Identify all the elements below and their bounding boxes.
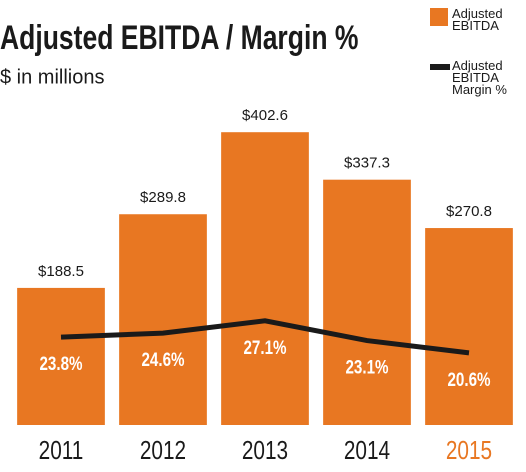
chart-subtitle: $ in millions [0,66,104,88]
legend-label: Adjusted EBITDA Margin % [452,58,507,97]
x-tick-label: 2012 [140,436,186,465]
x-tick-label: 2011 [39,436,84,465]
margin-value-label: 27.1% [243,336,286,358]
bar [221,132,309,425]
margin-value-label: 23.8% [39,352,82,374]
bar-value-label: $402.6 [242,107,288,124]
bar-value-label: $289.8 [140,189,186,206]
margin-line [60,318,470,356]
bar-value-label: $270.8 [446,203,492,220]
legend-swatch [430,64,450,70]
x-tick-label: 2015 [446,436,492,465]
x-tick-label: 2014 [344,436,390,465]
margin-value-label: 20.6% [447,368,490,390]
bar [119,214,207,425]
bar [425,228,513,425]
bar [17,287,105,425]
legend-swatch [430,8,448,26]
bar-value-label: $337.3 [344,155,390,172]
margin-value-label: 23.1% [345,356,388,378]
x-tick-label: 2013 [242,436,288,465]
margin-value-label: 24.6% [141,349,184,371]
bar [323,179,411,425]
bar-value-label: $188.5 [38,263,84,280]
legend-label: Adjusted EBITDA [452,6,503,33]
chart-title: Adjusted EBITDA / Margin % [0,19,358,57]
